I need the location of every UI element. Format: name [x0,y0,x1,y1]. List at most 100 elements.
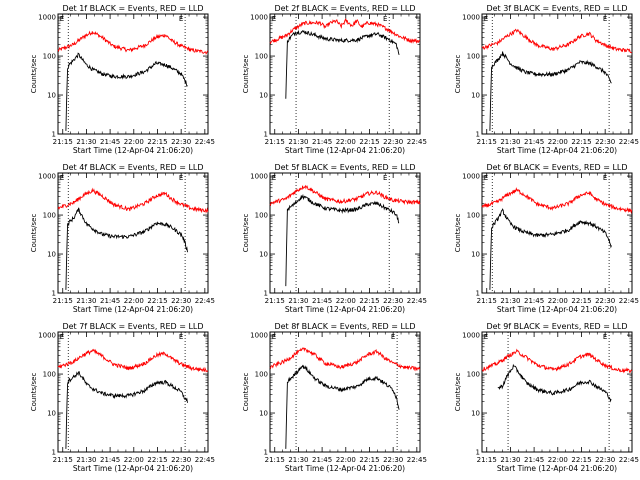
x-axis-label: Start Time (12-Apr-04 21:06:20) [73,146,193,155]
y-axis-label: Counts/sec [454,55,462,94]
x-tick-label: 22:00 [336,297,356,305]
x-tick-label: 22:15 [359,297,379,305]
x-tick-label: 21:45 [100,297,120,305]
y-tick-label: 10 [471,410,480,418]
y-tick-label: 1000 [250,14,268,22]
x-tick-label: 22:15 [147,297,167,305]
x-tick-label: 22:45 [195,456,215,464]
events-series-line [285,193,400,287]
x-tick-label: 22:30 [171,138,191,146]
x-tick-label: 21:15 [477,456,497,464]
y-tick-label: 1 [52,290,56,298]
marker-e-label: E [484,174,488,182]
x-tick-label: 21:15 [53,297,73,305]
x-axis-label: Start Time (12-Apr-04 21:06:20) [285,464,405,473]
lld-series-line [481,348,633,374]
y-tick-label: 100 [43,371,56,379]
marker-e-label: E [603,333,607,341]
plot-frame [481,331,633,453]
events-series-line [497,363,612,403]
x-tick-label: 21:15 [265,138,285,146]
lld-series-line [57,348,209,373]
x-tick-label: 22:00 [124,456,144,464]
events-series-line [285,364,400,449]
x-tick-label: 22:45 [407,138,427,146]
x-tick-label: 22:30 [383,456,403,464]
y-tick-label: 10 [47,92,56,100]
marker-e-label: E [484,333,488,341]
events-series-line [65,371,188,449]
y-tick-label: 1 [52,131,56,139]
y-tick-label: 100 [467,53,480,61]
panel-8: Det 8f BLACK = Events, RED = LLD 1 10 100 10… [242,322,427,473]
x-tick-label: 22:15 [359,456,379,464]
y-tick-label: 1000 [462,173,480,181]
panel-title: Det 5f BLACK = Events, RED = LLD [274,163,415,172]
marker-e-label: E [272,333,276,341]
lld-series-line [269,18,421,45]
x-tick-label: 21:30 [500,138,520,146]
plot-frame [269,172,421,294]
y-axis-label: Counts/sec [30,214,38,253]
lld-series-line [269,347,421,372]
panel-title: Det 1f BLACK = Events, RED = LLD [62,4,203,13]
x-tick-label: 22:45 [619,297,639,305]
x-tick-label: 22:00 [124,138,144,146]
y-tick-label: 1000 [38,14,56,22]
x-tick-label: 21:15 [265,297,285,305]
x-tick-label: 21:30 [500,297,520,305]
plot-frame [269,13,421,135]
x-tick-label: 22:45 [195,138,215,146]
x-tick-label: 21:30 [500,456,520,464]
y-tick-label: 1 [476,131,480,139]
x-tick-label: 21:45 [100,456,120,464]
x-axis-label: Start Time (12-Apr-04 21:06:20) [497,305,617,314]
y-tick-label: 100 [255,53,268,61]
marker-e-label: E [383,15,387,23]
x-tick-label: 22:45 [619,456,639,464]
y-tick-label: 1 [264,449,268,457]
lld-series-line [481,28,632,54]
x-tick-label: 22:45 [195,297,215,305]
y-tick-label: 10 [47,251,56,259]
y-tick-label: 1 [476,449,480,457]
y-tick-label: 1000 [462,332,480,340]
x-tick-label: 21:30 [76,456,96,464]
panel-1: Det 1f BLACK = Events, RED = LLD 1 10 100 10… [30,4,215,155]
x-tick-label: 21:45 [524,456,544,464]
y-tick-label: 10 [259,410,268,418]
x-tick-label: 22:15 [359,138,379,146]
marker-e-label: E [484,15,488,23]
x-axis-label: Start Time (12-Apr-04 21:06:20) [73,464,193,473]
y-axis-label: Counts/sec [242,55,250,94]
panel-title: Det 3f BLACK = Events, RED = LLD [486,4,627,13]
panel-9: Det 9f BLACK = Events, RED = LLD 1 10 100 10… [454,322,639,473]
x-tick-label: 21:15 [265,456,285,464]
panel-7: Det 7f BLACK = Events, RED = LLD 1 10 100 10… [30,322,215,473]
x-tick-label: 21:45 [100,138,120,146]
x-tick-label: 22:45 [407,456,427,464]
marker-e-label: E [603,15,607,23]
x-axis-label: Start Time (12-Apr-04 21:06:20) [497,146,617,155]
y-tick-label: 1 [264,290,268,298]
panel-title: Det 2f BLACK = Events, RED = LLD [274,4,415,13]
y-tick-label: 10 [471,92,480,100]
x-tick-label: 21:45 [312,297,332,305]
lld-series-line [57,30,209,55]
y-tick-label: 1 [264,131,268,139]
y-tick-label: 10 [471,251,480,259]
panel-title: Det 4f BLACK = Events, RED = LLD [62,163,203,172]
x-axis-label: Start Time (12-Apr-04 21:06:20) [285,305,405,314]
events-series-line [285,29,400,99]
x-tick-label: 21:45 [312,456,332,464]
marker-e-label: E [391,333,395,341]
plot-frame [57,172,209,294]
x-tick-label: 22:00 [548,138,568,146]
marker-e-label: E [179,174,183,182]
y-tick-label: 1000 [38,173,56,181]
y-tick-label: 1000 [38,332,56,340]
panel-4: Det 4f BLACK = Events, RED = LLD 1 10 100 10… [30,163,215,314]
lld-series-line [481,187,633,214]
x-tick-label: 22:45 [619,138,639,146]
